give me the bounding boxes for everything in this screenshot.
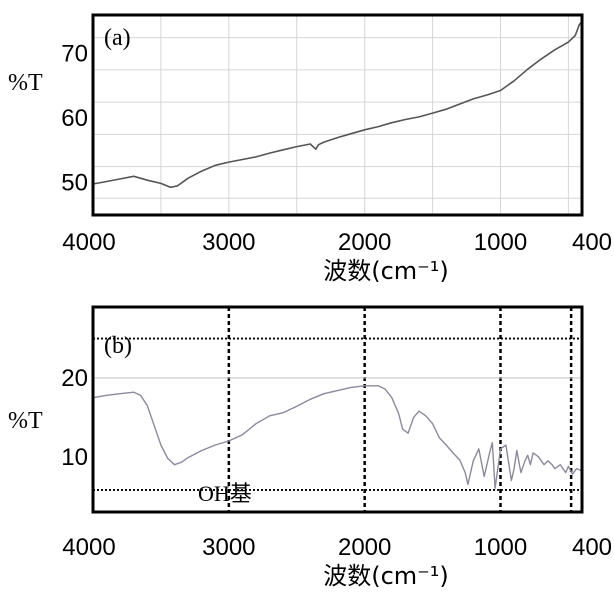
x-tick-label: 4000 xyxy=(62,229,115,256)
x-tick-labels-b: 4000 3000 2000 1000 400 xyxy=(62,534,612,561)
y-tick-labels-a: 70 60 50 xyxy=(61,41,88,197)
x-tick-label: 3000 xyxy=(202,534,255,561)
x-tick-label: 3000 xyxy=(202,229,255,256)
x-tick-label: 4000 xyxy=(62,534,115,561)
oh-annotation: OH基 xyxy=(198,481,252,506)
y-tick-label: 70 xyxy=(61,41,88,68)
plot-border-b xyxy=(91,305,584,514)
y-tick-label: 50 xyxy=(61,170,88,197)
grid-b xyxy=(93,307,582,512)
x-tick-label: 1000 xyxy=(474,534,527,561)
plot-border-a xyxy=(91,13,584,217)
panel-label-a: (a) xyxy=(104,25,131,51)
x-tick-label: 2000 xyxy=(338,229,391,256)
spectrum-line xyxy=(92,20,583,189)
x-axis-label-b: 波数(cm⁻¹) xyxy=(323,562,449,590)
x-tick-labels-a: 4000 3000 2000 1000 400 xyxy=(62,229,612,256)
x-tick-label: 400 xyxy=(572,534,612,561)
x-tick-label: 400 xyxy=(572,229,612,256)
grid-a xyxy=(93,15,582,215)
panel-label-b: (b) xyxy=(104,333,132,359)
y-tick-label: 60 xyxy=(61,105,88,132)
y-tick-label: 10 xyxy=(61,444,88,471)
x-tick-label: 1000 xyxy=(474,229,527,256)
y-axis-label-b: %T xyxy=(8,408,43,434)
spectrum-line xyxy=(92,385,583,489)
series-line-a xyxy=(92,20,583,189)
x-tick-label: 2000 xyxy=(338,534,391,561)
y-tick-label: 20 xyxy=(61,365,88,392)
panel-a: (a) %T 70 60 50 4000 3000 2000 1000 400 波数(cm⁻… xyxy=(8,13,612,285)
series-line-b xyxy=(92,385,583,489)
x-axis-label-a: 波数(cm⁻¹) xyxy=(323,257,449,285)
y-axis-label-a: %T xyxy=(8,70,43,96)
